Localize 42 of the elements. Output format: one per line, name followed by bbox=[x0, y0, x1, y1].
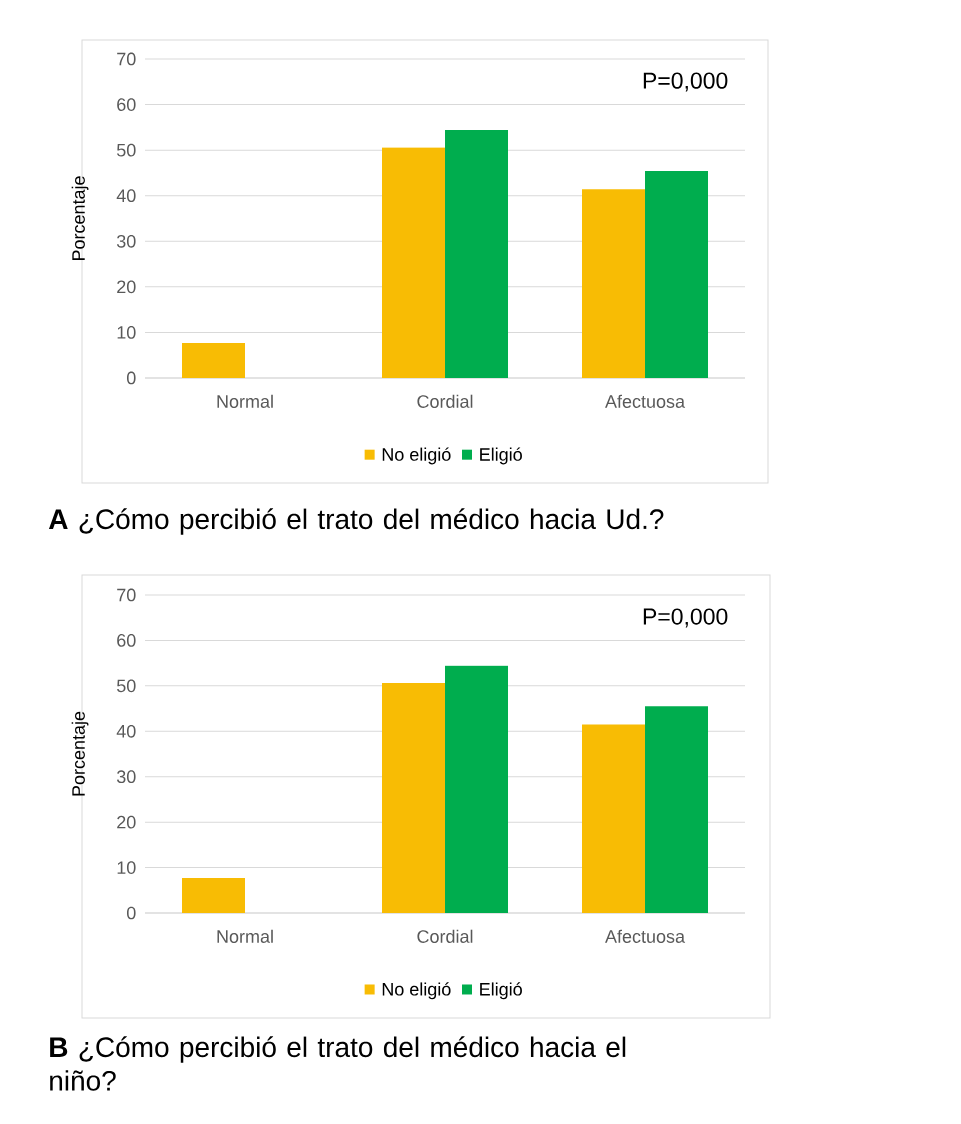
y-tick-label: 60 bbox=[117, 634, 136, 647]
y-tick-label: 40 bbox=[116, 724, 136, 738]
y-tick-label: 70 bbox=[117, 588, 136, 602]
y-axis-title: Porcentaje bbox=[71, 711, 89, 796]
y-tick-label: 70 bbox=[117, 52, 136, 66]
y-tick-label: 30 bbox=[116, 770, 136, 784]
x-tick-label: Afectuosa bbox=[605, 929, 686, 943]
legend-label: No eligió bbox=[382, 982, 451, 1000]
text: B ¿Cómo percibió el trato del médico hacia el niño? bbox=[50, 1036, 626, 1091]
legend-label: Eligió bbox=[480, 982, 522, 1000]
y-tick-label: 10 bbox=[117, 326, 136, 339]
bar bbox=[382, 683, 445, 913]
legend-label: No eligió bbox=[382, 447, 451, 465]
y-tick-label: 20 bbox=[117, 815, 136, 829]
bar bbox=[182, 878, 245, 913]
bar bbox=[645, 706, 709, 913]
bar bbox=[645, 171, 709, 378]
y-tick-label: 10 bbox=[117, 861, 136, 874]
y-tick-label: 50 bbox=[116, 679, 136, 693]
x-tick-label: Normal bbox=[217, 394, 273, 408]
bar bbox=[582, 189, 646, 378]
bar bbox=[445, 665, 509, 913]
x-tick-label: Afectuosa bbox=[605, 394, 686, 408]
bar bbox=[382, 147, 445, 378]
y-tick-label: 0 bbox=[126, 906, 136, 920]
bar bbox=[582, 724, 646, 913]
bar bbox=[182, 342, 245, 378]
text: A ¿Cómo percibió el trato del médico hacia Ud.? bbox=[48, 508, 664, 535]
annotation: P=0,000 bbox=[643, 72, 728, 92]
bar bbox=[445, 130, 509, 378]
y-tick-label: 50 bbox=[116, 143, 136, 157]
x-tick-label: Cordial bbox=[417, 394, 473, 408]
y-axis-title: Porcentaje bbox=[71, 176, 89, 261]
x-tick-label: Normal bbox=[217, 929, 273, 943]
y-tick-label: 60 bbox=[117, 98, 136, 111]
annotation: P=0,000 bbox=[643, 608, 728, 628]
y-tick-label: 40 bbox=[116, 189, 136, 203]
y-tick-label: 30 bbox=[116, 234, 136, 248]
legend-label: Eligió bbox=[480, 447, 522, 465]
y-tick-label: 20 bbox=[117, 280, 136, 294]
x-tick-label: Cordial bbox=[417, 929, 473, 943]
y-tick-label: 0 bbox=[126, 371, 136, 385]
